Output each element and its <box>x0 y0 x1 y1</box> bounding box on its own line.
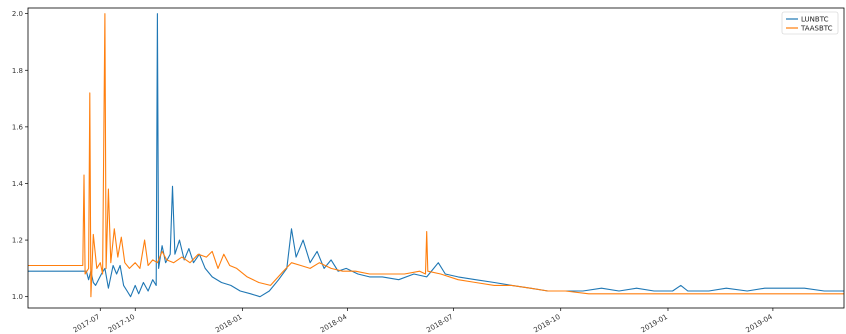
legend-label-taasbtc: TAASBTC <box>800 25 833 33</box>
axes-frame <box>27 7 845 309</box>
legend-label-lunbtc: LUNBTC <box>801 16 829 24</box>
y-tick-label: 1.2 <box>12 237 23 245</box>
series-line-lunbtc <box>28 13 844 298</box>
y-tick-label: 2.0 <box>12 10 23 18</box>
y-tick-label: 1.8 <box>12 67 23 75</box>
y-axis: 1.0 1.2 1.4 1.6 1.8 2.0 <box>12 10 28 301</box>
series-line-taasbtc <box>28 13 844 298</box>
legend: LUNBTC TAASBTC <box>781 11 839 35</box>
y-tick-label: 1.6 <box>12 123 24 131</box>
y-tick-label: 1.4 <box>12 180 24 188</box>
y-tick-label: 1.0 <box>12 293 23 301</box>
series-layer <box>28 13 844 298</box>
